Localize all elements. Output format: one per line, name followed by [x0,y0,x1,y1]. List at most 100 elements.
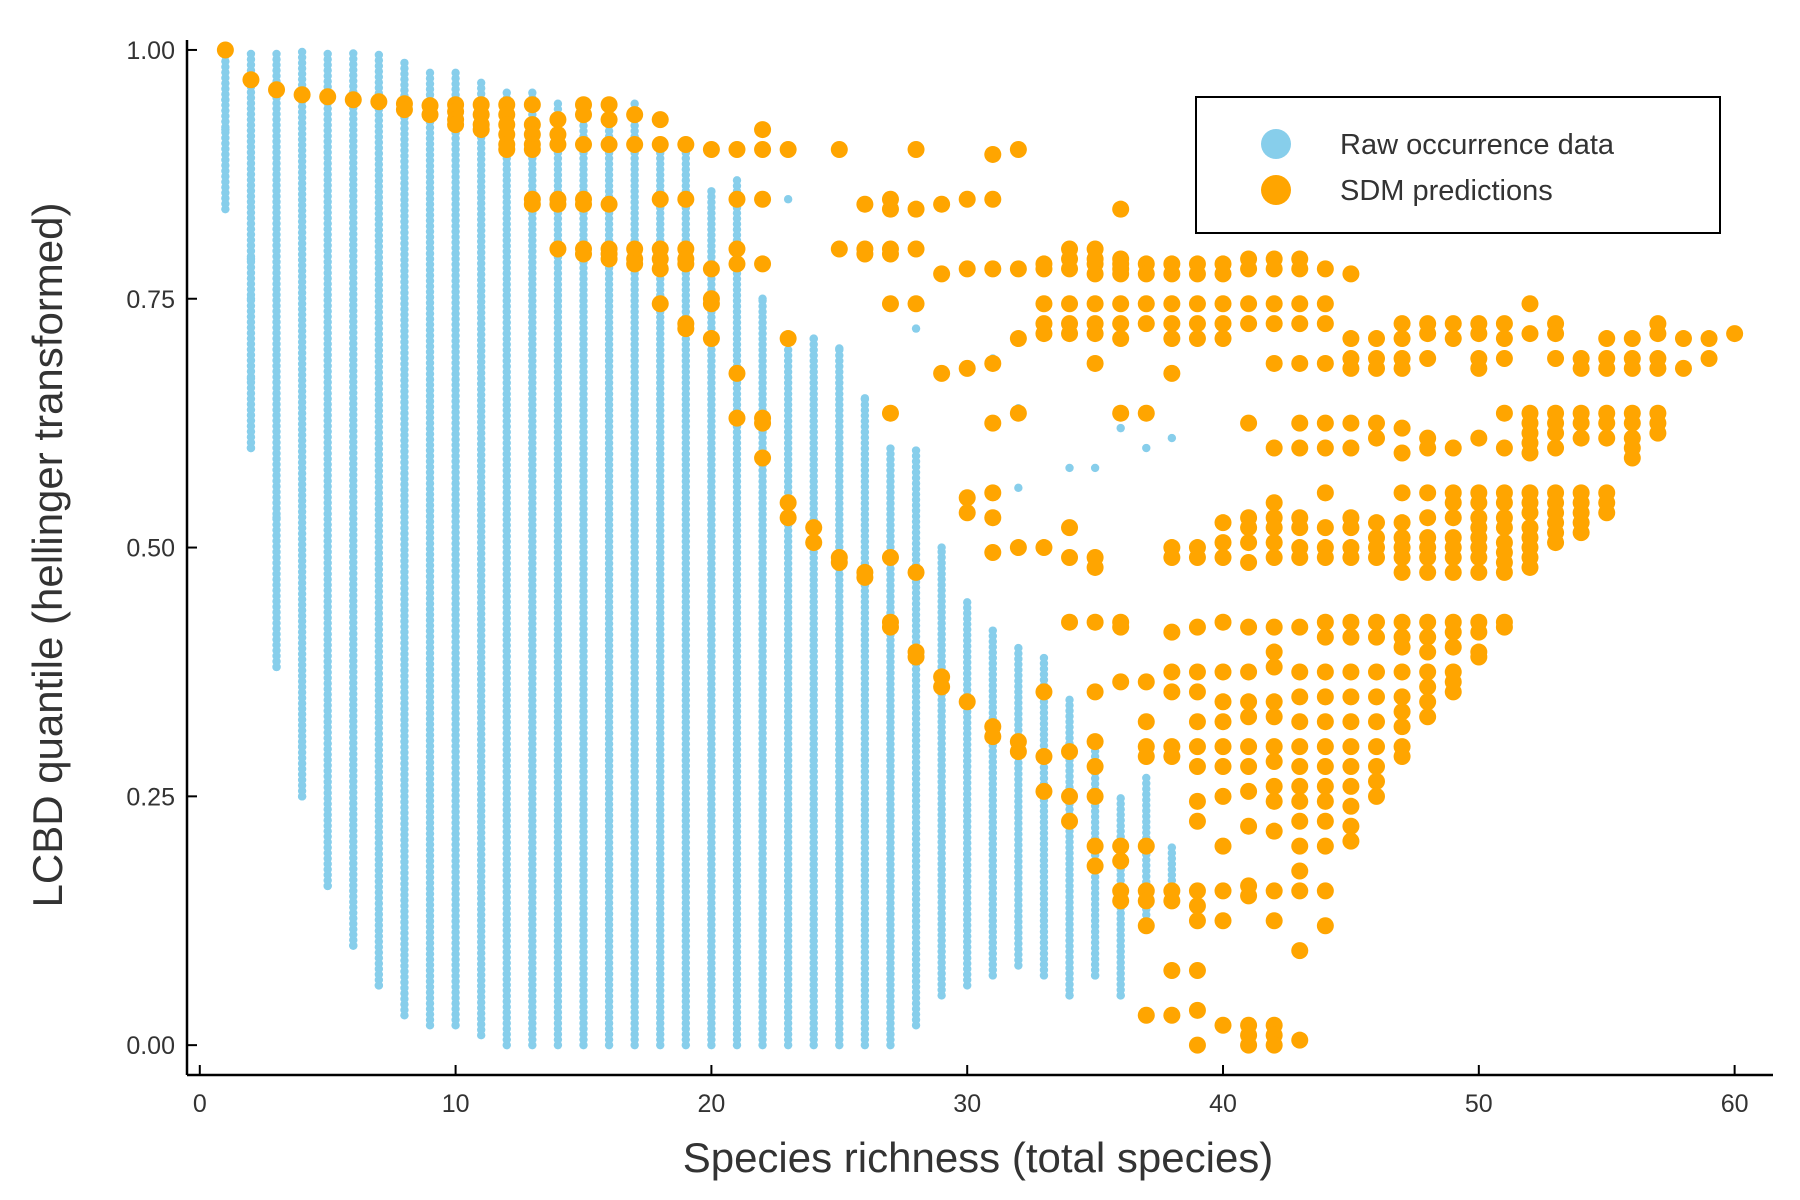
raw-point [246,443,256,453]
sdm-point [1112,404,1130,422]
sdm-point [651,190,669,208]
sdm-point [1316,439,1334,457]
sdm-point [1061,812,1079,830]
sdm-point [651,111,669,129]
sdm-point [984,728,1002,746]
raw-point [297,792,307,801]
sdm-point [1291,862,1309,880]
sdm-point [702,330,720,348]
sdm-point [1137,404,1155,422]
sdm-point [1316,484,1334,502]
raw-point [272,662,281,672]
sdm-point [600,111,618,129]
sdm-point [1342,330,1360,348]
sdm-point [1265,519,1283,537]
sdm-point [523,195,541,213]
sdm-point [626,135,644,153]
raw-point [1065,991,1074,1000]
sdm-point [549,135,567,153]
sdm-point [1214,912,1232,930]
sdm-point [830,140,848,158]
sdm-point [754,255,772,273]
sdm-point [958,190,976,208]
sdm-point [1316,613,1334,631]
sdm-point [754,449,772,467]
raw-point [221,95,230,104]
sdm-point [1240,887,1258,905]
raw-point [988,626,997,635]
raw-point [1142,443,1151,453]
raw-point [553,99,563,108]
sdm-point [1291,713,1309,731]
sdm-point [1137,748,1155,766]
sdm-point [1188,738,1206,756]
sdm-point [1316,549,1334,566]
sdm-point [1316,792,1334,810]
sdm-point [1061,549,1079,566]
sdm-point [1265,822,1283,840]
sdm-point [1214,549,1232,566]
sdm-point [1112,852,1130,870]
raw-point [1142,773,1151,783]
sdm-point [1086,683,1104,701]
sdm-point [1214,315,1232,333]
sdm-point [1316,628,1334,646]
sdm-point [1061,613,1079,631]
sdm-point [1265,618,1283,636]
sdm-point [1163,549,1181,566]
sdm-point [1291,792,1309,810]
raw-point [246,49,256,59]
sdm-point [881,200,899,218]
sdm-point [216,41,234,59]
raw-point [246,374,256,383]
sdm-point [1112,618,1130,636]
sdm-point [1137,295,1155,313]
sdm-point [1112,295,1130,313]
sdm-point [1112,330,1130,348]
sdm-point [1342,265,1360,283]
sdm-point [1188,792,1206,810]
raw-point [1116,794,1125,803]
raw-point [1116,991,1125,1000]
raw-point [1065,695,1074,705]
sdm-point [370,93,388,111]
sdm-point [1214,882,1232,900]
sdm-point [1316,414,1334,432]
sdm-point [1316,812,1334,830]
sdm-point [1086,295,1104,313]
sdm-point [1265,882,1283,900]
sdm-point [1291,260,1309,278]
raw-point [835,344,844,353]
raw-point [374,50,384,60]
raw-point [374,981,384,990]
sdm-point [907,295,925,313]
sdm-point [1112,200,1130,218]
raw-point [1116,423,1125,433]
sdm-point [1163,364,1181,382]
sdm-point [1188,897,1206,915]
sdm-point [1265,534,1283,552]
sdm-point [1035,748,1053,766]
sdm-point [1112,673,1130,691]
sdm-point [600,250,618,268]
sdm-point [881,618,899,636]
sdm-point [1163,892,1181,910]
sdm-point [1188,882,1206,900]
sdm-point [319,88,337,106]
sdm-point [1009,404,1027,422]
raw-point [272,513,281,522]
sdm-point [958,489,976,507]
raw-point [1167,433,1177,443]
sdm-point [1240,738,1258,756]
sdm-point [1112,837,1130,855]
sdm-point [1265,753,1283,771]
sdm-point [1214,330,1232,348]
sdm-point [1240,1036,1258,1054]
sdm-point [1214,1016,1232,1034]
sdm-point [1240,708,1258,726]
sdm-point [1291,663,1309,681]
raw-point [963,598,972,607]
sdm-point [1265,439,1283,457]
sdm-point [1240,260,1258,278]
sdm-point [1265,549,1283,566]
